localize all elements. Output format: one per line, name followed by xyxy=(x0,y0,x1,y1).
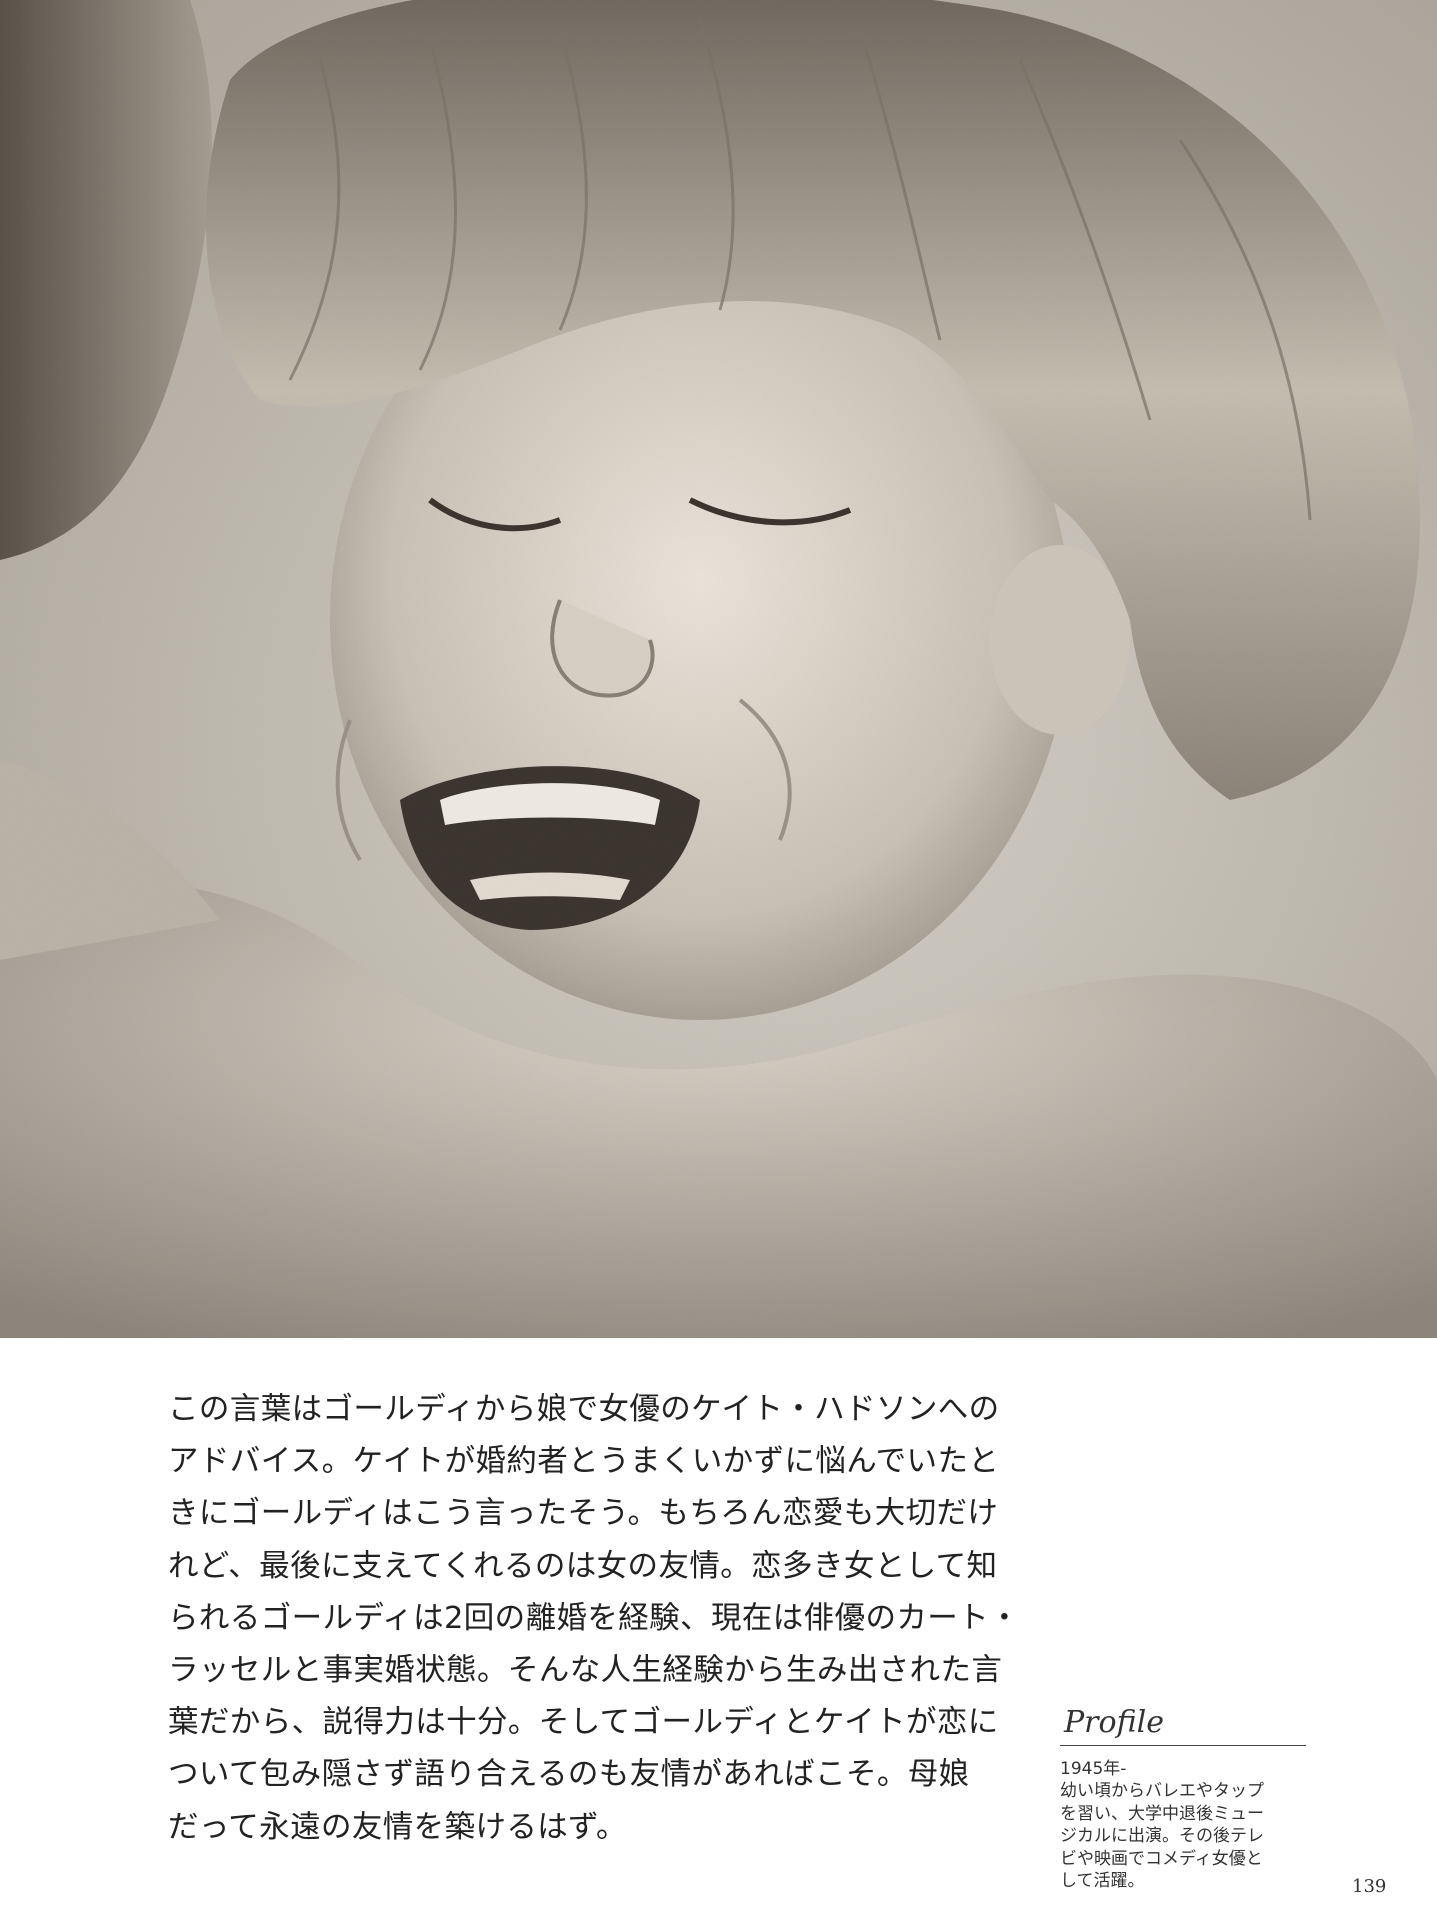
profile-line: して活躍。 xyxy=(1060,1871,1145,1891)
profile-line: ビや映画でコメディ女優と xyxy=(1060,1848,1263,1869)
profile-years: 1945年- xyxy=(1060,1759,1127,1779)
article-line: れど、最後に支えてくれるのは女の友情。恋多き女として知 xyxy=(168,1548,998,1584)
page-number: 139 xyxy=(1352,1876,1387,1897)
article-line: だって永遠の友情を築けるはず。 xyxy=(168,1809,627,1845)
profile-body: 幼い頃からバレエやタップ を習い、大学中退後ミュー ジカルに出演。その後テレ ビ… xyxy=(1060,1780,1306,1893)
article-body: この言葉はゴールディから娘で女優のケイト・ハドソンへの アドバイス。ケイトが婚約… xyxy=(168,1384,1020,1854)
article-line: 葉だから、説得力は十分。そしてゴールディとケイトが恋に xyxy=(168,1705,999,1741)
photo-illustration xyxy=(0,0,1437,1338)
article-line: きにゴールディはこう言ったそう。もちろん恋愛も大切だけ xyxy=(168,1496,999,1532)
profile-box: Profile 1945年- 幼い頃からバレエやタップ を習い、大学中退後ミュー… xyxy=(1060,1705,1306,1893)
profile-line: 幼い頃からバレエやタップ xyxy=(1060,1781,1264,1801)
article-line: ラッセルと事実婚状態。そんな人生経験から生み出された言 xyxy=(168,1653,1003,1689)
article-line: られるゴールディは2回の離婚を経験、現在は俳優のカート・ xyxy=(168,1600,1020,1636)
article-line: この言葉はゴールディから娘で女優のケイト・ハドソンへの xyxy=(168,1392,1000,1427)
article-line: アドバイス。ケイトが婚約者とうまくいかずに悩んでいたと xyxy=(168,1444,1000,1480)
profile-line: ジカルに出演。その後テレ xyxy=(1060,1826,1264,1846)
article-line: ついて包み隠さず語り合えるのも友情があればこそ。母娘 xyxy=(168,1757,970,1793)
profile-heading: Profile xyxy=(1060,1705,1306,1746)
child-portrait-photo xyxy=(0,0,1437,1338)
profile-line: を習い、大学中退後ミュー xyxy=(1060,1803,1264,1824)
